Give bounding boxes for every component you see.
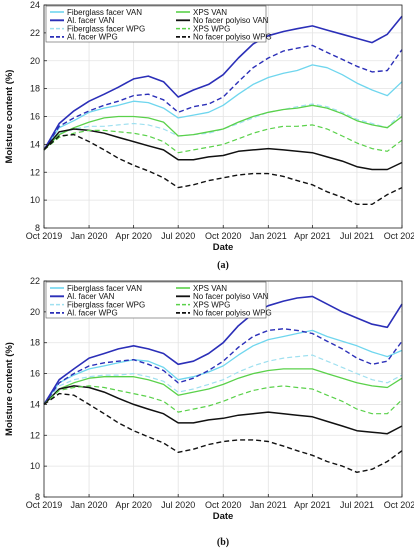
x-tick-label: Apr 2020 xyxy=(115,500,152,510)
series-line-no-facer-polyiso-van xyxy=(43,128,403,171)
y-tick-label: 18 xyxy=(30,338,40,348)
legend-label: XPS VAN xyxy=(193,8,227,17)
legend-label: No facer polyiso WPG xyxy=(193,309,272,318)
legend-label: Al. facer WPG xyxy=(67,33,118,42)
series-line-xps-wpg xyxy=(43,385,403,415)
legend-label: Al. facer VAN xyxy=(67,16,115,25)
y-tick-label: 22 xyxy=(30,276,40,286)
y-tick-label: 12 xyxy=(30,430,40,440)
y-tick-label: 10 xyxy=(30,461,40,471)
x-tick-label: Jul 2021 xyxy=(340,231,374,241)
legend-label: Al. facer WPG xyxy=(67,309,118,318)
x-tick-label: Oct 2020 xyxy=(205,231,242,241)
x-tick-label: Oct 2021 xyxy=(384,500,414,510)
x-tick-label: Oct 2020 xyxy=(205,500,242,510)
legend-box xyxy=(45,281,267,319)
x-tick-label: Oct 2019 xyxy=(26,500,63,510)
legend-label: XPS WPG xyxy=(193,300,230,309)
series-line-fiberglass-facer-van xyxy=(43,64,403,151)
series-line-fiberglass-facer-wpg xyxy=(43,103,403,151)
series-line-fiberglass-facer-wpg xyxy=(43,354,403,405)
y-axis-label: Moisture content (%) xyxy=(4,342,15,436)
series-line-no-facer-polyiso-wpg xyxy=(43,133,403,206)
legend-label: Fiberglass facer VAN xyxy=(67,8,142,17)
series-line-xps-wpg xyxy=(43,124,403,154)
y-axis-label: Moisture content (%) xyxy=(4,70,15,164)
series-line-al-facer-wpg xyxy=(43,44,403,151)
x-tick-label: Jul 2020 xyxy=(161,500,195,510)
y-tick-label: 14 xyxy=(30,139,40,149)
y-tick-label: 14 xyxy=(30,399,40,409)
series-line-xps-van xyxy=(43,368,403,405)
y-tick-label: 20 xyxy=(30,56,40,66)
y-tick-label: 10 xyxy=(30,195,40,205)
panel-caption: (a) xyxy=(217,260,229,271)
chart-panel-b: 8 10 12 14 16 18 20 22 Oct 2019 Jan 2020 Apr 2020 J… xyxy=(4,276,414,548)
y-tick-label: 22 xyxy=(30,28,40,38)
series-line-al-facer-van xyxy=(43,15,403,151)
series-line-no-facer-polyiso-wpg xyxy=(43,392,403,473)
y-tick-label: 18 xyxy=(30,84,40,94)
series-line-no-facer-polyiso-van xyxy=(43,385,403,435)
legend-box xyxy=(45,5,267,43)
series-line-fiberglass-facer-van xyxy=(43,329,403,405)
legend-label: Al. facer VAN xyxy=(67,292,115,301)
x-axis-label: Date xyxy=(213,242,234,253)
x-tick-label: Oct 2021 xyxy=(384,231,414,241)
legend-label: Fiberglass facer VAN xyxy=(67,284,142,293)
x-axis-label: Date xyxy=(213,511,234,522)
legend-label: No facer polyiso VAN xyxy=(193,16,269,25)
x-tick-label: Jul 2021 xyxy=(340,500,374,510)
x-tick-label: Apr 2020 xyxy=(115,231,152,241)
x-tick-label: Jan 2020 xyxy=(71,231,108,241)
legend-label: XPS WPG xyxy=(193,24,230,33)
series-line-xps-van xyxy=(43,104,403,151)
y-tick-label: 20 xyxy=(30,307,40,317)
x-tick-label: Jul 2020 xyxy=(161,231,195,241)
y-tick-label: 8 xyxy=(35,492,40,502)
x-tick-label: Jan 2021 xyxy=(250,500,287,510)
legend-label: No facer polyiso WPG xyxy=(193,33,272,42)
panel-caption: (b) xyxy=(217,537,229,548)
x-tick-label: Apr 2021 xyxy=(294,231,331,241)
x-tick-label: Jan 2020 xyxy=(71,500,108,510)
y-tick-label: 12 xyxy=(30,167,40,177)
x-tick-label: Oct 2019 xyxy=(26,231,63,241)
legend-label: Fiberglass facer WPG xyxy=(67,300,145,309)
y-tick-label: 24 xyxy=(30,0,40,10)
y-tick-label: 8 xyxy=(35,223,40,233)
legend-label: XPS VAN xyxy=(193,284,227,293)
chart-panel-a: 8 10 12 14 16 18 20 22 24 Oct 2019 Jan 2020 Apr 202… xyxy=(4,0,414,271)
x-tick-label: Apr 2021 xyxy=(294,500,331,510)
series-line-al-facer-wpg xyxy=(43,328,403,405)
legend-label: Fiberglass facer WPG xyxy=(67,24,145,33)
x-tick-label: Jan 2021 xyxy=(250,231,287,241)
series-line-al-facer-van xyxy=(43,295,403,405)
legend-label: No facer polyiso VAN xyxy=(193,292,269,301)
y-tick-label: 16 xyxy=(30,369,40,379)
y-tick-label: 16 xyxy=(30,112,40,122)
